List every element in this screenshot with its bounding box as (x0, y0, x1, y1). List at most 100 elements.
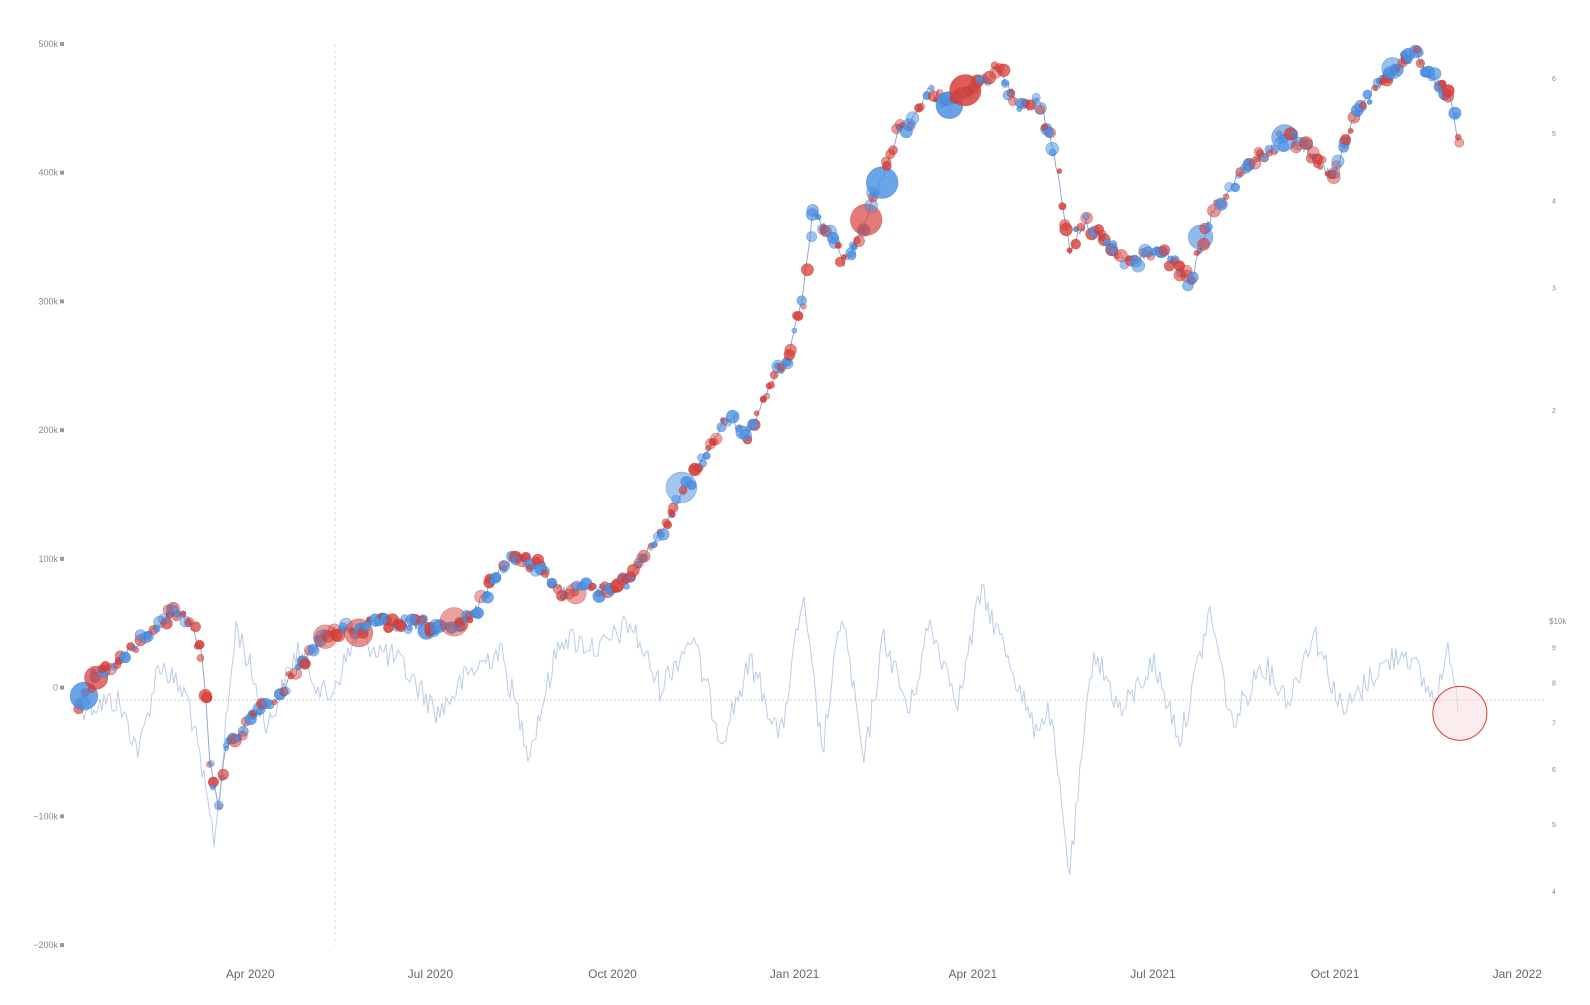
sell-bubble (982, 70, 996, 85)
x-tick-label: Oct 2020 (588, 967, 637, 981)
flow-line (77, 584, 1459, 875)
sell-bubble (1326, 170, 1341, 184)
sell-bubble (238, 730, 248, 741)
buy-bubble (686, 480, 697, 490)
x-tick-label: Jul 2020 (408, 967, 454, 981)
buy-bubble (846, 250, 857, 261)
sell-bubble (271, 698, 278, 706)
sell-bubble (1222, 193, 1230, 201)
buy-bubble (1082, 213, 1090, 221)
sell-bubble (1358, 101, 1367, 110)
buy-bubble (1362, 89, 1373, 100)
sell-bubble (279, 686, 289, 697)
buy-bubble (1204, 222, 1213, 232)
buy-bubble (1366, 99, 1373, 105)
y-tick-label: 300k (38, 296, 58, 306)
buy-bubble (796, 295, 807, 306)
right-lower-tick-label: 4 (1552, 889, 1556, 896)
buy-bubble (307, 643, 318, 654)
sell-bubble (179, 610, 187, 618)
sell-bubble (1347, 127, 1354, 134)
buy-bubble (173, 610, 181, 618)
buy-bubble (1259, 153, 1269, 163)
sell-bubble (466, 616, 474, 624)
right-upper-tick-label: 3 (1552, 285, 1556, 292)
buy-bubble (255, 707, 263, 715)
buy-bubble (1045, 142, 1060, 156)
y-tick-label: 200k (38, 425, 58, 435)
sell-bubble (1438, 79, 1447, 88)
left-y-axis: 500k 400k 300k 200k 100k 0 −100k −200k (33, 39, 64, 950)
y-tick-label: 0 (53, 683, 58, 693)
sell-bubble (525, 564, 534, 573)
y-tick-label: 500k (38, 39, 58, 49)
sell-bubble (834, 242, 841, 249)
y-tick-mark (60, 428, 64, 433)
sell-bubble (217, 768, 230, 781)
sell-bubble (132, 646, 140, 654)
sell-bubble (888, 145, 898, 155)
sell-bubble (1066, 247, 1073, 254)
y-tick-mark (60, 943, 64, 947)
sell-bubble (198, 688, 212, 703)
buy-bubble (214, 800, 224, 811)
y-tick-label: −200k (33, 940, 58, 950)
sell-bubble (455, 618, 468, 632)
sell-bubble (299, 658, 311, 670)
y-tick-mark (60, 685, 64, 690)
sell-bubble (637, 549, 651, 563)
y-tick-label: −100k (33, 811, 58, 821)
x-tick-label: Apr 2021 (948, 967, 997, 981)
buy-bubble (928, 84, 935, 92)
sell-bubble (1299, 136, 1313, 150)
buy-bubble (1182, 279, 1194, 292)
trade-bubbles (69, 44, 1465, 811)
buy-bubble (1428, 67, 1442, 81)
right-lower-tick-label: 8 (1552, 680, 1556, 687)
sell-bubble (1158, 244, 1171, 256)
buy-bubble (1289, 129, 1299, 139)
buy-bubble (119, 651, 131, 664)
sell-bubble (1058, 202, 1067, 211)
x-tick-label: Jan 2022 (1493, 967, 1543, 981)
sell-bubble (1059, 222, 1073, 237)
buy-bubble (1109, 240, 1118, 248)
buy-bubble (1043, 127, 1054, 138)
flow-series (77, 584, 1459, 875)
sell-bubble (1318, 155, 1327, 164)
sell-bubble (1317, 163, 1324, 170)
x-tick-label: Jan 2021 (770, 967, 820, 981)
sell-bubble (841, 253, 848, 260)
buy-bubble (791, 327, 798, 334)
buy-bubble (623, 583, 630, 590)
buy-bubble (806, 204, 819, 217)
buy-bubble (1214, 197, 1228, 211)
right-upper-tick-label: 5 (1552, 131, 1556, 138)
sell-bubble (540, 569, 550, 578)
right-lower-tick-label: 6 (1552, 767, 1556, 774)
x-axis: Apr 2020 Jul 2020 Oct 2020 Jan 2021 Apr 2021… (226, 967, 1542, 981)
buy-bubble (865, 166, 899, 199)
sell-bubble (1193, 249, 1200, 256)
sell-bubble (996, 63, 1011, 78)
y-tick-mark (60, 299, 64, 304)
right-lower-tick-label: 9 (1552, 645, 1556, 652)
buy-bubble (1031, 97, 1039, 105)
right-lower-unit-label: $10k (1549, 617, 1567, 626)
sell-bubble (767, 381, 775, 389)
buy-bubble (1403, 55, 1413, 65)
sell-bubble (1454, 133, 1462, 141)
buy-bubble (481, 591, 494, 604)
sell-bubble (1441, 84, 1455, 97)
x-tick-label: Oct 2021 (1311, 967, 1360, 981)
sell-bubble (588, 582, 597, 591)
buy-bubble (1448, 106, 1462, 120)
sell-bubble (753, 410, 760, 417)
sell-bubble (1413, 45, 1422, 54)
buy-bubble (1187, 271, 1199, 283)
y-tick-mark (60, 556, 64, 561)
buy-bubble (1230, 182, 1241, 193)
right-lower-tick-label: 7 (1552, 721, 1556, 728)
